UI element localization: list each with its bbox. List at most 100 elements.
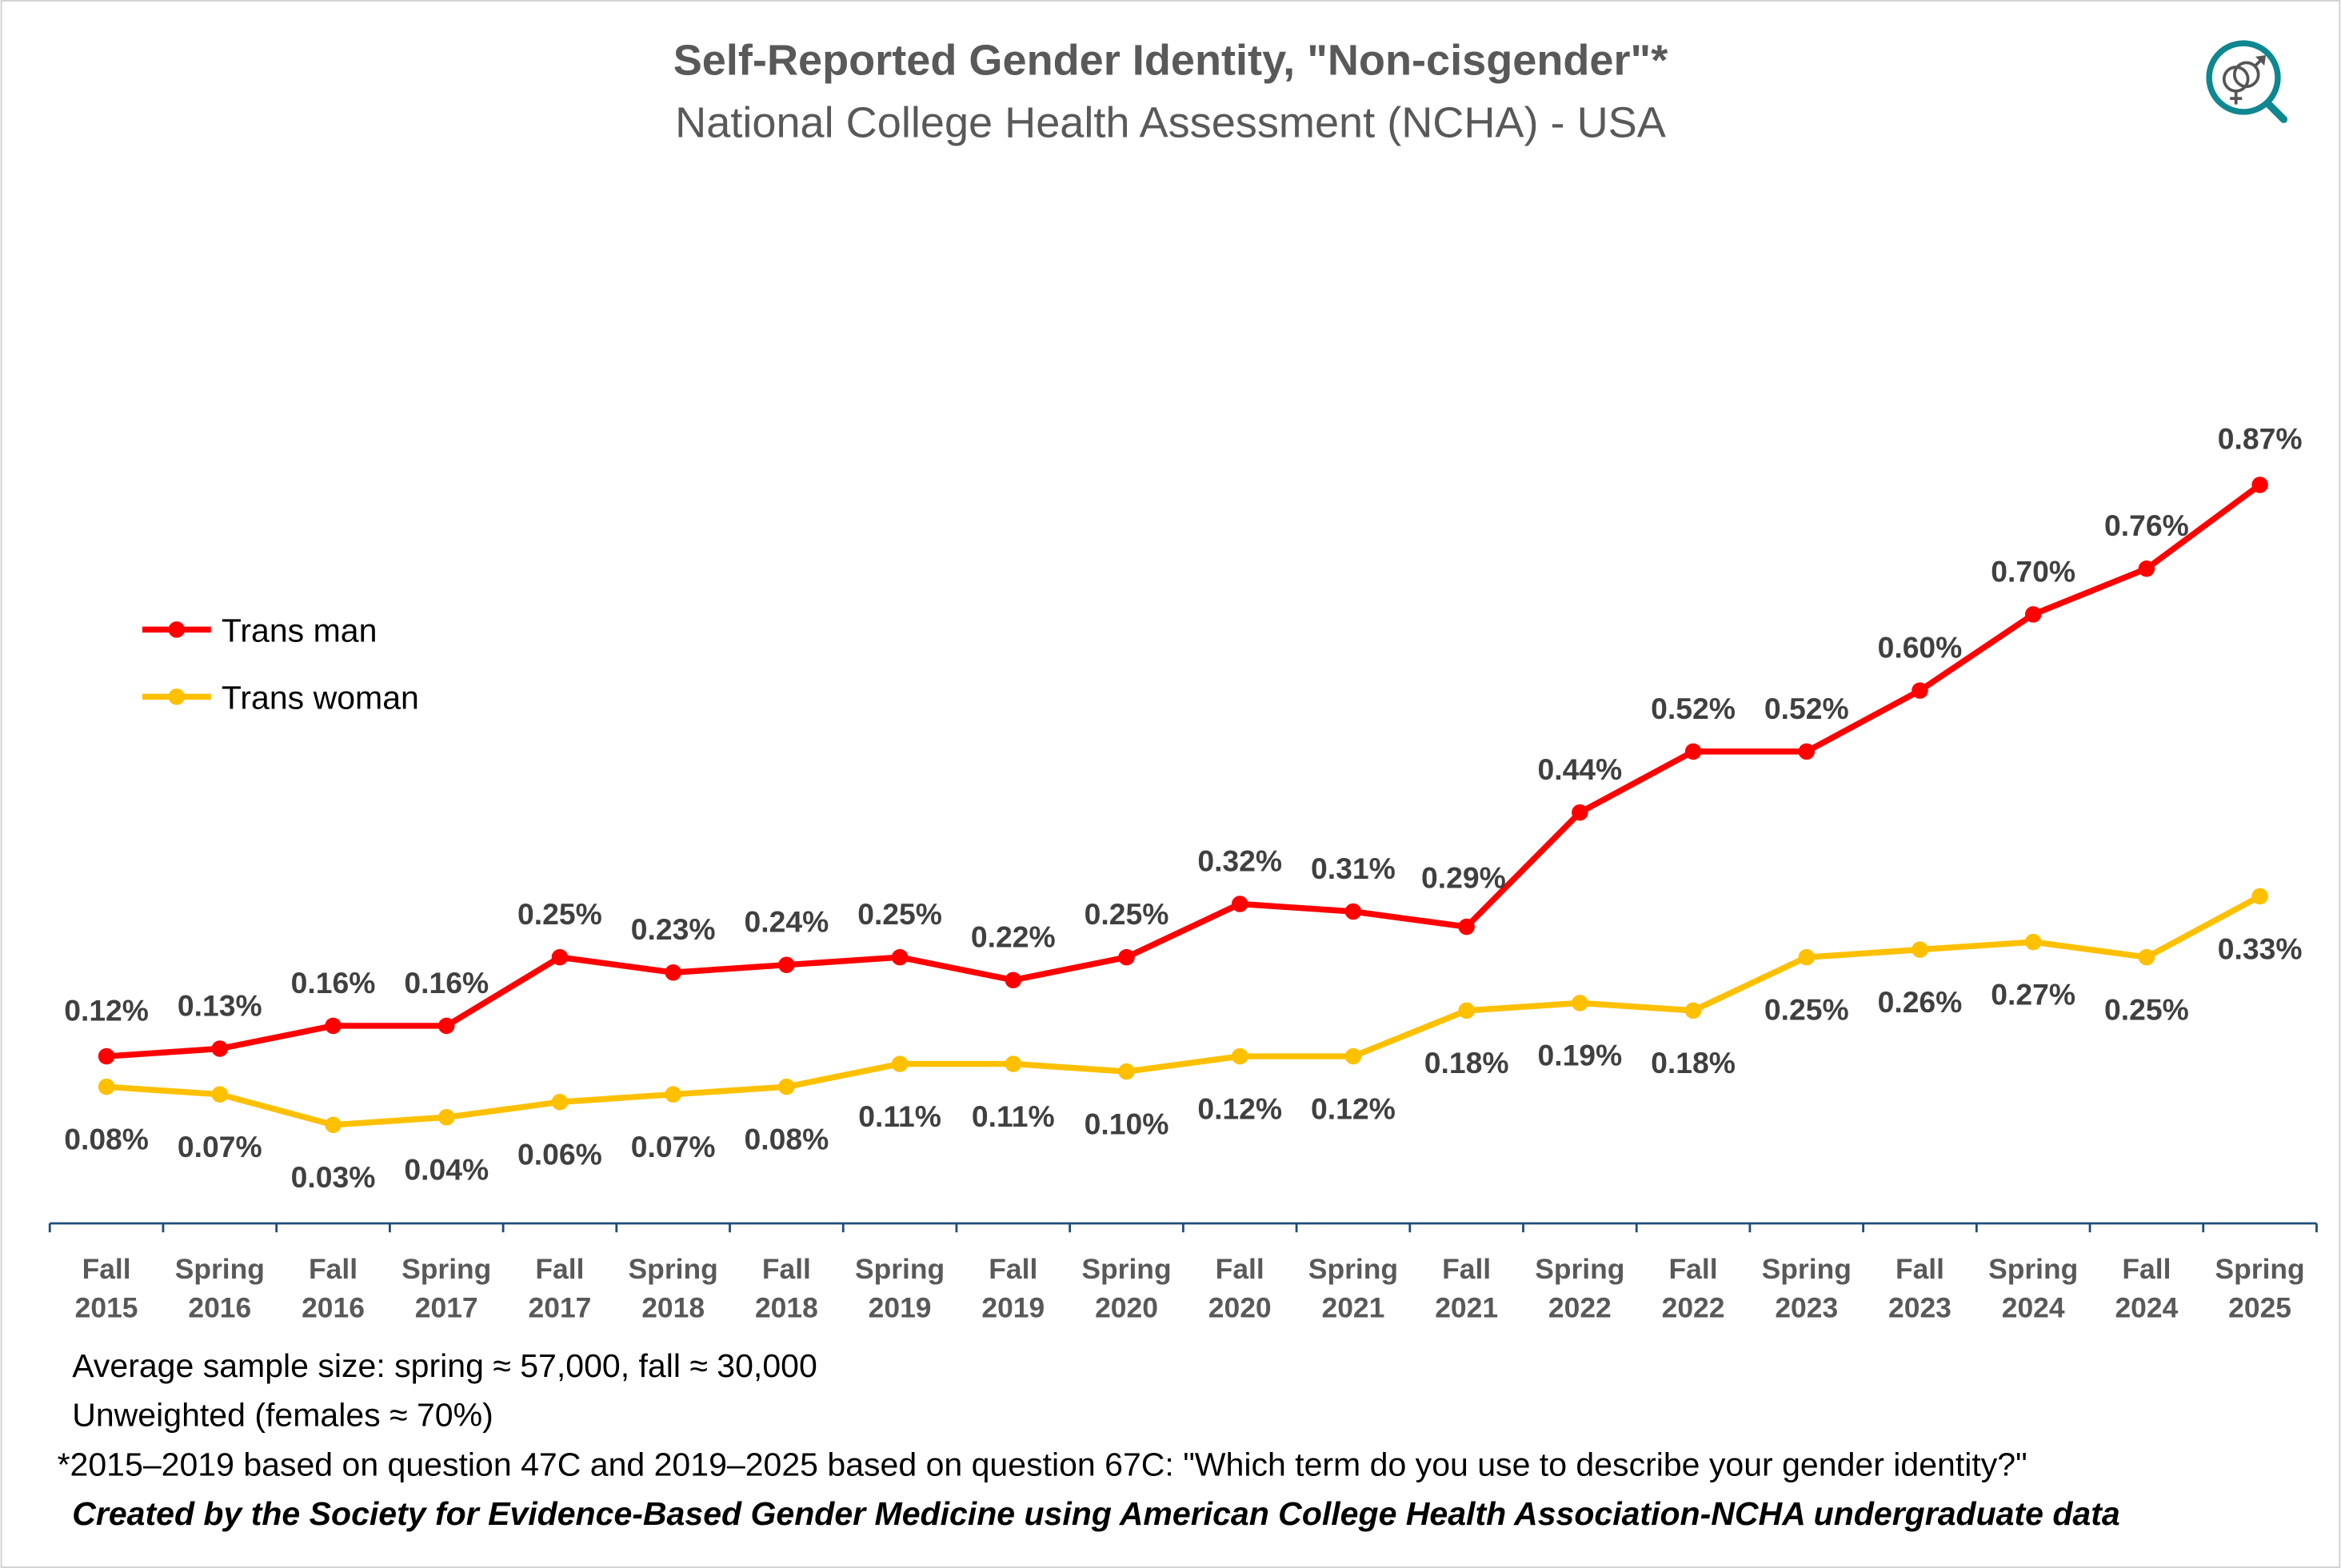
data-point (2251, 888, 2268, 905)
data-point (891, 948, 909, 966)
data-label: 0.29% (1421, 861, 1506, 895)
legend-label: Trans man (222, 612, 378, 648)
x-tick-label: Fall 2017 (529, 1253, 592, 1324)
data-point (665, 964, 681, 981)
data-point (1231, 1047, 1248, 1065)
data-label: 0.52% (1764, 692, 1849, 725)
data-point (551, 948, 569, 966)
magnifier-gender-symbols-icon (2206, 40, 2288, 123)
footnotes: Average sample size: spring ≈ 57,000, fa… (58, 1347, 2120, 1532)
data-point (778, 1078, 795, 1095)
x-tick-label: Spring 2019 (855, 1253, 945, 1324)
series-line (106, 893, 2262, 1128)
data-point (1912, 941, 1928, 958)
note-questions: *2015–2019 based on question 47C and 201… (58, 1446, 2027, 1482)
x-tick-label: Spring 2025 (2215, 1253, 2305, 1324)
data-label: 0.60% (1878, 631, 1963, 664)
data-label: 0.16% (291, 966, 376, 999)
x-tick-label: Fall 2022 (1662, 1253, 1725, 1324)
data-point (2251, 477, 2268, 493)
data-label: 0.25% (1085, 897, 1169, 931)
data-label: 0.33% (2218, 932, 2303, 965)
data-label: 0.10% (1085, 1107, 1169, 1140)
data-point (1005, 972, 1022, 989)
data-point (1458, 1002, 1475, 1019)
data-point (2138, 560, 2155, 577)
data-label: 0.25% (517, 897, 602, 931)
data-label: 0.19% (1537, 1039, 1622, 1072)
data-label: 0.52% (1651, 692, 1736, 725)
data-label: 0.25% (1764, 993, 1849, 1027)
data-point (437, 1017, 455, 1035)
data-label: 0.12% (1311, 1091, 1396, 1125)
data-point (891, 1055, 909, 1072)
data-label: 0.06% (517, 1138, 602, 1171)
data-point (325, 1017, 342, 1035)
data-point (325, 1116, 342, 1134)
series-trans-man: 0.12% 0.13% 0.16% 0.16% 0.25% 0.23% 0.24% 0.25%… (64, 422, 2302, 1065)
data-label: 0.03% (291, 1160, 376, 1194)
data-point (1118, 1063, 1135, 1080)
data-label: 0.12% (1197, 1091, 1282, 1125)
data-label: 0.07% (178, 1130, 262, 1163)
data-label: 0.31% (1311, 852, 1396, 885)
data-label: 0.32% (1197, 844, 1282, 877)
x-axis: Fall 2015 Spring 2016 Fall 2016 Spring 2017 Fall… (48, 1222, 2318, 1324)
x-tick-label: Spring 2021 (1308, 1253, 1398, 1324)
data-label: 0.07% (631, 1130, 716, 1163)
data-point (1572, 804, 1588, 821)
x-tick-label: Fall 2020 (1208, 1253, 1272, 1324)
data-point (1344, 903, 1362, 920)
data-point (1798, 743, 1816, 760)
data-label: 0.08% (64, 1123, 149, 1156)
legend-item-trans-woman[interactable]: Trans woman (142, 679, 419, 716)
x-tick-label: Fall 2015 (75, 1253, 138, 1324)
data-point (2138, 948, 2155, 966)
data-point (211, 1040, 229, 1057)
data-label: 0.22% (971, 920, 1056, 954)
x-tick-label: Spring 2024 (1988, 1253, 2078, 1324)
data-label: 0.04% (404, 1153, 489, 1187)
data-label: 0.18% (1651, 1046, 1736, 1079)
x-tick-label: Spring 2016 (175, 1253, 265, 1324)
data-point (1005, 1055, 1022, 1072)
x-tick-label: Spring 2020 (1081, 1253, 1171, 1324)
data-label: 0.08% (744, 1123, 829, 1156)
data-point (1684, 1002, 1702, 1019)
legend-item-trans-man[interactable]: Trans man (142, 612, 377, 648)
x-tick-label: Fall 2016 (302, 1253, 365, 1324)
data-point (1458, 918, 1475, 936)
data-label: 0.24% (744, 905, 829, 939)
data-label: 0.11% (972, 1099, 1055, 1133)
x-tick-label: Fall 2021 (1435, 1253, 1498, 1324)
plot-area: 0.12% 0.13% 0.16% 0.16% 0.25% 0.23% 0.24% 0.25%… (64, 422, 2302, 1195)
x-tick-label: Spring 2023 (1762, 1253, 1852, 1324)
data-label: 0.87% (2218, 422, 2303, 456)
data-point (1231, 896, 1248, 912)
legend: Trans man Trans woman (142, 612, 419, 716)
data-point (1684, 743, 1702, 760)
legend-label: Trans woman (222, 679, 419, 716)
x-tick-label: Fall 2023 (1888, 1253, 1951, 1324)
data-label: 0.23% (631, 912, 716, 946)
data-label: 0.25% (2104, 993, 2189, 1027)
series-line (106, 482, 2262, 1059)
data-point (1798, 948, 1816, 966)
series-trans-woman: 0.08% 0.07% 0.03% 0.04% 0.06% 0.07% 0.08% 0.11%… (64, 888, 2302, 1194)
x-tick-label: Fall 2019 (981, 1253, 1045, 1324)
data-point (1118, 948, 1135, 966)
data-label: 0.70% (1991, 554, 2075, 588)
x-tick-label: Spring 2022 (1535, 1253, 1624, 1324)
data-label: 0.44% (1537, 752, 1622, 786)
data-point (437, 1109, 455, 1126)
data-label: 0.26% (1878, 985, 1963, 1019)
data-point (1344, 1047, 1362, 1065)
data-point (98, 1078, 115, 1095)
x-tick-label: Fall 2024 (2115, 1253, 2178, 1324)
note-sample-size: Average sample size: spring ≈ 57,000, fa… (72, 1347, 817, 1384)
data-point (2024, 606, 2042, 623)
data-label: 0.18% (1424, 1046, 1509, 1079)
data-point (778, 956, 795, 973)
data-label: 0.76% (2104, 509, 2189, 542)
